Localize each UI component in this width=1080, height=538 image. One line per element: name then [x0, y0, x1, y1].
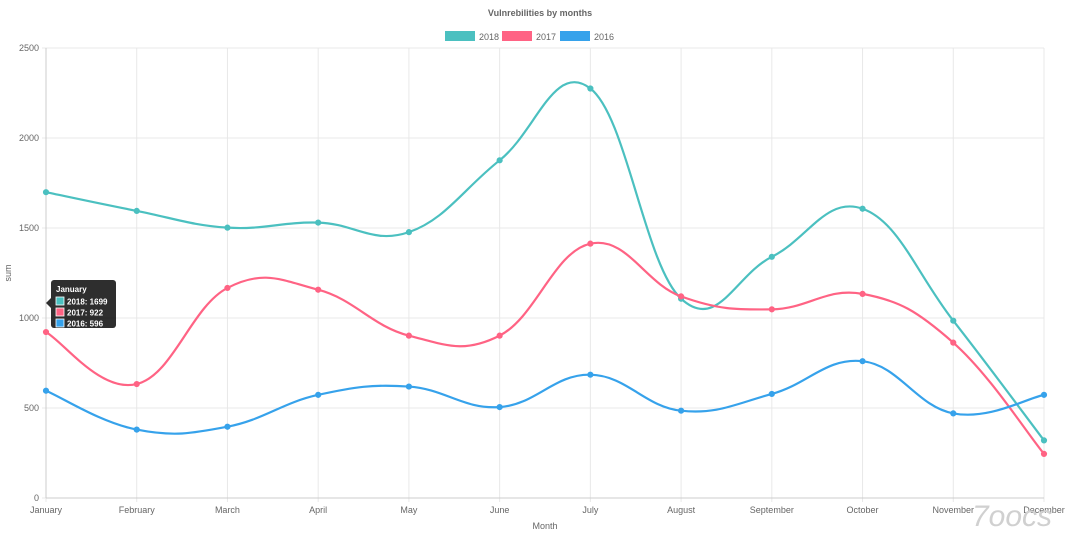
- x-axis-title: Month: [532, 521, 557, 531]
- data-point[interactable]: [768, 306, 775, 313]
- data-point[interactable]: [677, 407, 685, 414]
- data-point[interactable]: [405, 332, 413, 339]
- tooltip-line: 2016: 596: [67, 320, 104, 329]
- data-point[interactable]: [496, 404, 503, 411]
- y-axis: 0 500 1000 1500 2000 2500: [19, 43, 47, 503]
- legend-swatch-2017[interactable]: [502, 31, 532, 41]
- data-point[interactable]: [1040, 391, 1048, 398]
- data-point[interactable]: [950, 410, 957, 417]
- x-tick-label: November: [933, 505, 975, 515]
- data-point[interactable]: [587, 85, 594, 92]
- data-point[interactable]: [1040, 450, 1048, 457]
- data-point[interactable]: [405, 383, 413, 390]
- data-point[interactable]: [587, 240, 594, 247]
- gridlines: [42, 47, 1045, 502]
- data-point[interactable]: [405, 229, 413, 236]
- data-point[interactable]: [224, 224, 231, 231]
- x-tick-label: March: [215, 505, 240, 515]
- data-point[interactable]: [133, 207, 140, 214]
- tooltip-title: January: [56, 285, 87, 294]
- data-point[interactable]: [315, 219, 322, 226]
- data-point[interactable]: [859, 358, 866, 365]
- tooltip: January 2018: 1699 2017: 922 2016: 596: [46, 280, 116, 329]
- data-point[interactable]: [133, 380, 140, 388]
- series-2017: [42, 240, 1048, 457]
- x-tick-label: August: [667, 505, 696, 515]
- tooltip-swatch: [55, 296, 65, 306]
- x-tick-label: December: [1023, 505, 1065, 515]
- x-tick-label: July: [582, 505, 599, 515]
- watermark: 7oocs: [972, 500, 1052, 533]
- tooltip-swatch: [55, 307, 65, 317]
- data-point[interactable]: [224, 423, 231, 430]
- tooltip-swatch: [55, 318, 65, 328]
- data-point[interactable]: [42, 189, 50, 196]
- x-tick-label: October: [847, 505, 879, 515]
- series-line-2018: [45, 81, 1045, 442]
- data-point[interactable]: [496, 157, 503, 164]
- legend-swatch-2016[interactable]: [560, 31, 590, 41]
- y-tick-label: 1500: [19, 223, 39, 233]
- chart-title: Vulnrebilities by months: [488, 8, 592, 18]
- data-point[interactable]: [42, 387, 50, 394]
- data-point[interactable]: [859, 205, 866, 212]
- data-point[interactable]: [587, 371, 594, 378]
- data-point[interactable]: [1040, 437, 1048, 444]
- legend-label-2016[interactable]: 2016: [594, 32, 614, 42]
- data-point[interactable]: [315, 286, 322, 293]
- legend-label-2018[interactable]: 2018: [479, 32, 499, 42]
- data-point[interactable]: [315, 391, 322, 398]
- legend-swatch-2018[interactable]: [445, 31, 475, 41]
- data-point[interactable]: [950, 317, 957, 324]
- series-group: [42, 81, 1048, 457]
- x-tick-label: June: [490, 505, 510, 515]
- data-point[interactable]: [133, 426, 140, 433]
- x-tick-label: May: [400, 505, 418, 515]
- legend-label-2017[interactable]: 2017: [536, 32, 556, 42]
- data-point[interactable]: [768, 390, 775, 398]
- series-line-2017: [45, 241, 1045, 455]
- y-tick-label: 1000: [19, 313, 39, 323]
- tooltip-box: [51, 280, 116, 328]
- y-tick-label: 2000: [19, 133, 39, 143]
- data-point[interactable]: [950, 339, 957, 346]
- tooltip-caret: [46, 298, 51, 308]
- y-axis-title: sum: [3, 264, 13, 281]
- x-axis: January February March April May June July Augu…: [30, 497, 1065, 515]
- x-tick-label: April: [309, 505, 327, 515]
- legend: 2018 2017 2016: [445, 31, 614, 42]
- y-tick-label: 500: [24, 403, 39, 413]
- data-point[interactable]: [42, 328, 50, 336]
- tooltip-line: 2017: 922: [67, 309, 104, 318]
- series-2018: [42, 81, 1048, 444]
- y-tick-label: 0: [34, 493, 39, 503]
- x-tick-label: January: [30, 505, 63, 515]
- x-tick-label: September: [750, 505, 794, 515]
- series-line-2016: [45, 359, 1045, 435]
- x-tick-label: February: [119, 505, 156, 515]
- series-2016: [42, 358, 1048, 435]
- tooltip-line: 2018: 1699: [67, 298, 108, 307]
- y-tick-label: 2500: [19, 43, 39, 53]
- data-point[interactable]: [677, 293, 685, 300]
- data-point[interactable]: [224, 284, 231, 292]
- data-point[interactable]: [496, 332, 503, 339]
- data-point[interactable]: [859, 290, 866, 297]
- data-point[interactable]: [768, 253, 775, 260]
